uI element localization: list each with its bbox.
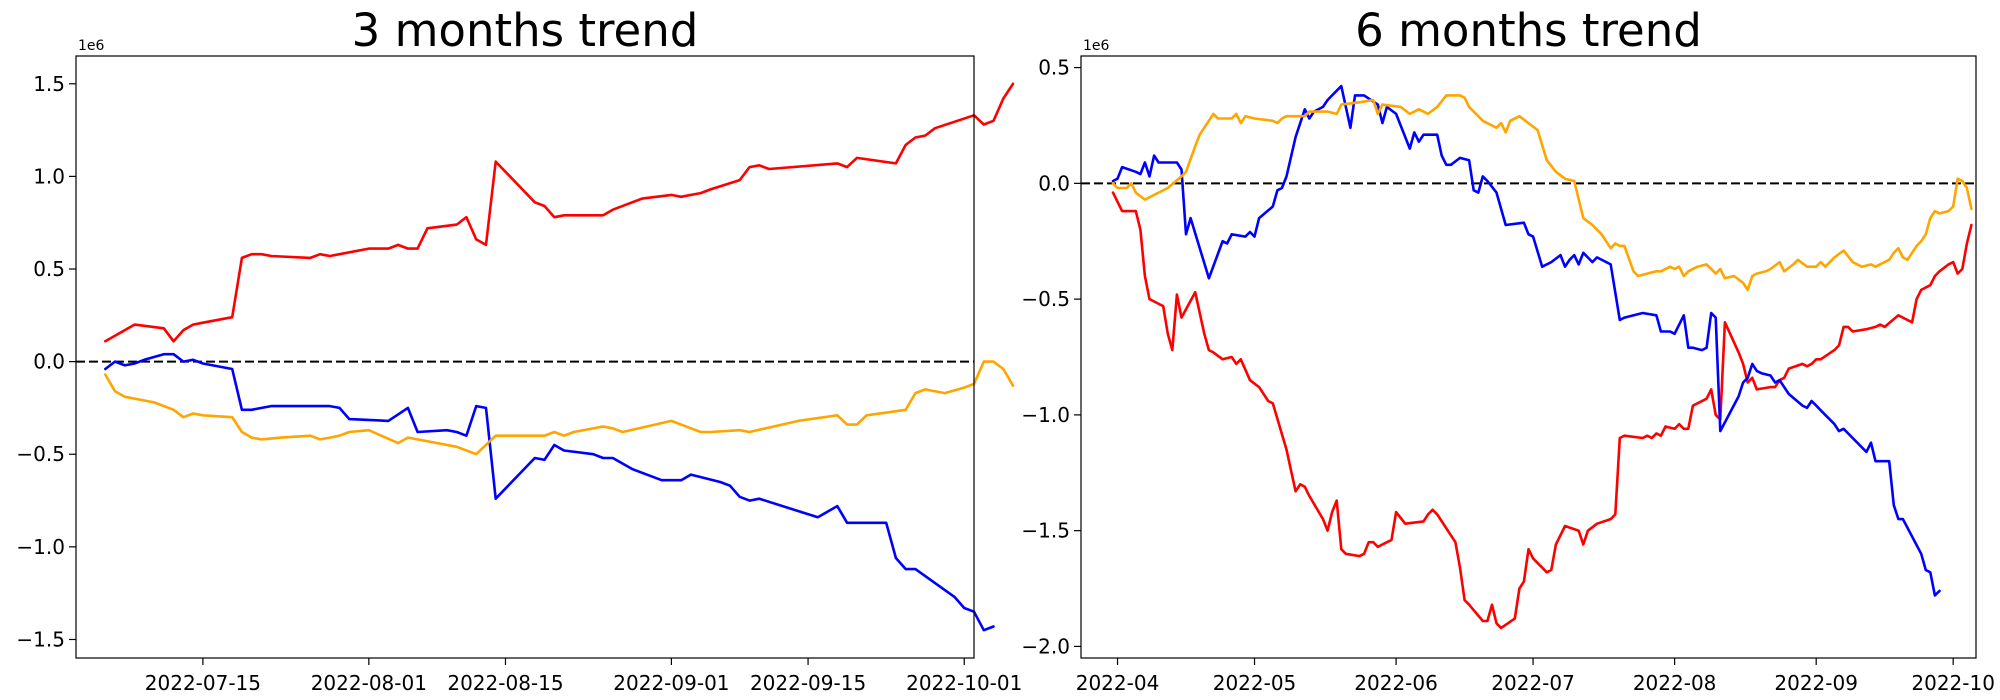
x-tick-label: 2022-08 xyxy=(1633,671,1717,695)
x-tick-label: 2022-09-01 xyxy=(613,671,729,695)
series-line-3 xyxy=(104,360,1015,456)
y-axis-ticks: −1.5 −1.0 −0.5 0.0 0.5 1.0 1.5 xyxy=(16,72,76,651)
y-offset-label: 1e6 xyxy=(1083,38,1110,54)
x-axis-ticks: 2022-04 2022-05 2022-06 2022-07 2022-08 2022-… xyxy=(1076,658,1995,695)
y-tick-label: −1.5 xyxy=(1021,519,1070,543)
y-tick-label: −0.5 xyxy=(16,442,65,466)
series-line-2 xyxy=(1111,84,1941,597)
x-tick-label: 2022-05 xyxy=(1213,671,1297,695)
x-axis-ticks: 2022-07-15 2022-08-01 2022-08-15 2022-09-01… xyxy=(145,658,1022,695)
x-tick-label: 2022-09 xyxy=(1774,671,1858,695)
series-lines xyxy=(104,82,1015,632)
y-tick-label: −2.0 xyxy=(1021,634,1070,658)
y-tick-label: 0.0 xyxy=(33,350,65,374)
series-line-3 xyxy=(1111,94,1973,292)
x-tick-label: 2022-09-15 xyxy=(750,671,866,695)
x-tick-label: 2022-06 xyxy=(1354,671,1438,695)
y-offset-label: 1e6 xyxy=(78,38,105,54)
series-line-2 xyxy=(104,352,995,632)
y-tick-label: −0.5 xyxy=(1021,287,1070,311)
x-tick-label: 2022-07-15 xyxy=(145,671,261,695)
x-tick-label: 2022-07 xyxy=(1491,671,1575,695)
plot-frame xyxy=(75,55,975,659)
y-tick-label: −1.5 xyxy=(16,627,65,651)
x-tick-label: 2022-04 xyxy=(1076,671,1160,695)
y-axis-ticks: −2.0 −1.5 −1.0 −0.5 0.0 0.5 xyxy=(1021,56,1081,658)
y-tick-label: −1.0 xyxy=(1021,403,1070,427)
y-tick-label: 1.5 xyxy=(33,72,65,96)
y-tick-label: 0.5 xyxy=(33,257,65,281)
x-tick-label: 2022-08-15 xyxy=(447,671,563,695)
x-tick-label: 2022-10-01 xyxy=(906,671,1022,695)
plot-frame xyxy=(1080,55,1977,659)
chart-title: 6 months trend xyxy=(1355,4,1702,57)
chart-title: 3 months trend xyxy=(352,4,699,57)
x-tick-label: 2022-08-01 xyxy=(311,671,427,695)
series-line-1 xyxy=(1111,191,1973,630)
chart-6-months: 6 months trend 1e6 2022-04 2022-05 2022-06… xyxy=(1021,4,1995,695)
y-tick-label: 1.0 xyxy=(33,164,65,188)
y-tick-label: −1.0 xyxy=(16,535,65,559)
y-tick-label: 0.0 xyxy=(1038,171,1070,195)
series-line-1 xyxy=(104,82,1015,343)
x-tick-label: 2022-10 xyxy=(1911,671,1995,695)
y-tick-label: 0.5 xyxy=(1038,56,1070,80)
series-lines xyxy=(1111,84,1973,630)
chart-3-months: 3 months trend 1e6 2022-07-15 2022-08-01 2… xyxy=(16,4,1022,695)
